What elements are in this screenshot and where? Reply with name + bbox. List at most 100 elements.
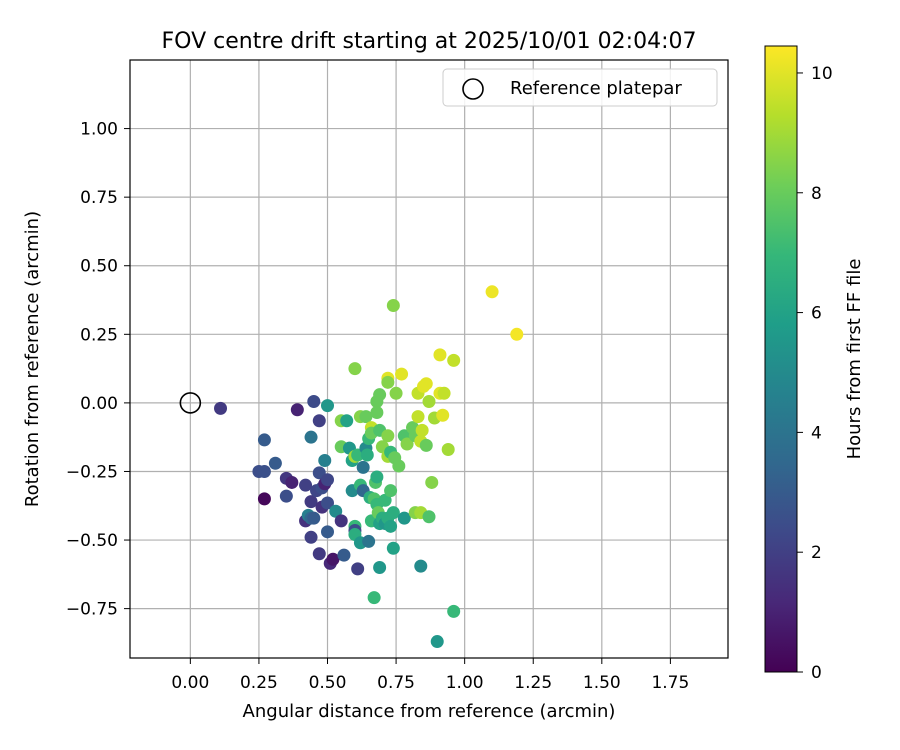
data-point xyxy=(285,475,299,489)
data-point xyxy=(351,562,365,576)
data-point xyxy=(386,506,400,520)
data-point xyxy=(279,489,293,503)
data-point xyxy=(340,414,354,428)
colorbar-label: Hours from first FF file xyxy=(844,259,865,460)
y-tick-label: 0.50 xyxy=(80,257,118,277)
data-point xyxy=(257,433,271,447)
colorbar-tick-label: 8 xyxy=(811,184,822,204)
data-point xyxy=(299,478,313,492)
data-point xyxy=(356,460,370,474)
x-tick-label: 0.50 xyxy=(309,673,347,693)
data-point xyxy=(386,299,400,313)
data-point xyxy=(441,443,455,457)
data-point xyxy=(337,548,351,562)
colorbar-tick-label: 2 xyxy=(811,543,822,563)
y-tick-label: 0.25 xyxy=(80,325,118,345)
data-point xyxy=(384,484,398,498)
data-point xyxy=(425,475,439,489)
data-point xyxy=(384,519,398,533)
x-tick-label: 1.25 xyxy=(514,673,552,693)
data-point xyxy=(304,495,318,509)
y-axis-label: Rotation from reference (arcmin) xyxy=(22,211,43,507)
data-point xyxy=(392,459,406,473)
data-point xyxy=(378,493,392,507)
y-tick-label: −0.50 xyxy=(66,531,118,551)
chart-title: FOV centre drift starting at 2025/10/01 … xyxy=(162,29,697,54)
data-point xyxy=(367,591,381,605)
data-point xyxy=(400,437,414,451)
data-point xyxy=(321,496,335,510)
data-point xyxy=(214,401,228,415)
data-point xyxy=(433,348,447,362)
data-point xyxy=(437,386,451,400)
y-tick-label: −0.25 xyxy=(66,462,118,482)
x-tick-label: 0.00 xyxy=(171,673,209,693)
data-point xyxy=(359,410,373,424)
colorbar-tick-label: 0 xyxy=(811,663,822,683)
colorbar: 0 2 4 6 8 10 Hours from first FF file xyxy=(764,45,865,683)
data-point xyxy=(422,395,436,409)
y-tick-label: 0.75 xyxy=(80,188,118,208)
scatter-points xyxy=(214,285,524,649)
data-point xyxy=(257,464,271,478)
data-point xyxy=(307,511,321,525)
data-point xyxy=(348,362,362,376)
x-axis-ticks: 0.00 0.25 0.50 0.75 1.00 1.25 1.50 1.75 xyxy=(171,658,689,693)
grid-lines xyxy=(130,60,728,658)
data-point xyxy=(381,429,395,443)
data-point xyxy=(321,399,335,413)
data-point xyxy=(373,388,387,402)
data-point xyxy=(381,375,395,389)
data-point xyxy=(386,541,400,555)
data-point xyxy=(329,504,343,518)
data-point xyxy=(397,511,411,525)
data-point xyxy=(419,438,433,452)
reference-platepar-marker xyxy=(179,392,202,414)
data-point xyxy=(304,530,318,544)
y-axis-ticks: −0.75 −0.50 −0.25 0.00 0.25 0.50 0.75 1.00 xyxy=(66,120,130,620)
y-tick-label: 0.00 xyxy=(80,394,118,414)
data-point xyxy=(370,470,384,484)
data-point xyxy=(411,410,425,424)
colorbar-tick-label: 6 xyxy=(811,304,822,324)
x-tick-label: 0.75 xyxy=(377,673,415,693)
data-point xyxy=(304,430,318,444)
x-tick-label: 1.75 xyxy=(651,673,689,693)
legend: Reference platepar xyxy=(442,68,718,107)
data-point xyxy=(334,514,348,528)
data-point xyxy=(422,510,436,524)
legend-box xyxy=(442,68,718,107)
data-point xyxy=(290,403,304,417)
data-point xyxy=(389,386,403,400)
legend-marker-open-circle xyxy=(462,78,484,100)
data-point xyxy=(414,559,428,573)
colorbar-gradient xyxy=(764,45,798,673)
colorbar-tick-label: 10 xyxy=(811,64,833,84)
y-tick-label: −0.75 xyxy=(66,600,118,620)
data-point xyxy=(321,473,335,487)
data-point xyxy=(318,453,332,467)
data-point xyxy=(321,525,335,539)
data-point xyxy=(415,423,429,437)
data-point xyxy=(485,285,499,299)
data-point xyxy=(447,604,461,618)
data-point xyxy=(370,405,384,419)
x-tick-label: 1.50 xyxy=(583,673,621,693)
data-point xyxy=(362,534,376,548)
colorbar-tick-label: 4 xyxy=(811,423,822,443)
data-point xyxy=(312,547,326,561)
legend-label: Reference platepar xyxy=(510,78,682,99)
data-point xyxy=(307,395,321,409)
colorbar-ticks: 0 2 4 6 8 10 xyxy=(797,64,833,683)
data-point xyxy=(326,552,340,566)
data-point xyxy=(447,353,461,367)
data-point xyxy=(510,327,524,341)
data-point xyxy=(360,448,374,462)
x-tick-label: 0.25 xyxy=(240,673,278,693)
y-tick-label: 1.00 xyxy=(80,120,118,140)
data-point xyxy=(395,367,409,381)
data-point xyxy=(312,414,326,428)
data-point xyxy=(257,492,271,506)
data-point xyxy=(373,560,387,574)
